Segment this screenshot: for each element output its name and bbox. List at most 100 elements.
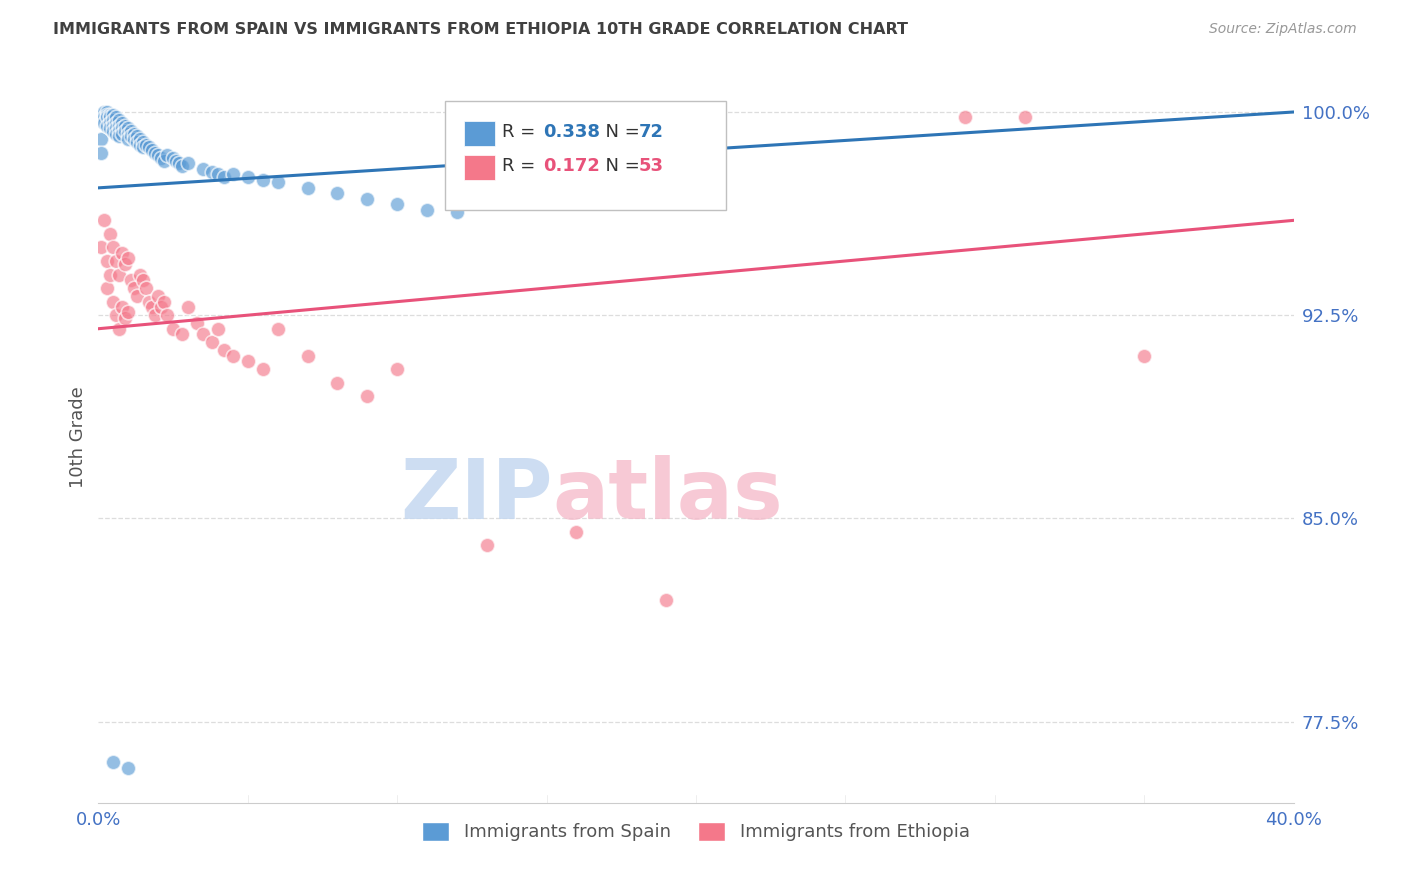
Point: [143, 308, 166, 322]
Point: [129, 132, 152, 146]
Point: [90, 240, 112, 254]
Point: [108, 113, 131, 128]
Point: [212, 343, 235, 358]
Point: [93, 213, 115, 227]
Point: [105, 127, 128, 141]
Point: [111, 245, 134, 260]
Point: [297, 349, 319, 363]
FancyBboxPatch shape: [464, 155, 495, 180]
Point: [103, 108, 125, 122]
Point: [222, 349, 245, 363]
Text: 53: 53: [638, 158, 664, 176]
Point: [162, 322, 184, 336]
Point: [127, 135, 149, 149]
Point: [143, 145, 166, 160]
Point: [156, 308, 179, 322]
Point: [98, 227, 122, 241]
Point: [129, 268, 152, 282]
Point: [120, 273, 142, 287]
Point: [114, 124, 136, 138]
Point: [132, 140, 155, 154]
Point: [114, 310, 136, 325]
Point: [148, 289, 170, 303]
Point: [96, 254, 118, 268]
Point: [172, 327, 194, 342]
Point: [153, 294, 176, 309]
Point: [96, 105, 118, 120]
Text: N =: N =: [595, 158, 645, 176]
Point: [138, 294, 160, 309]
Point: [98, 268, 122, 282]
Point: [117, 761, 139, 775]
Text: N =: N =: [595, 123, 645, 141]
Point: [124, 281, 146, 295]
Point: [103, 240, 125, 254]
Point: [96, 281, 118, 295]
Point: [135, 137, 157, 152]
Point: [385, 362, 409, 376]
Point: [132, 135, 155, 149]
Point: [103, 755, 125, 769]
Point: [105, 121, 128, 136]
Point: [103, 119, 125, 133]
Point: [93, 111, 115, 125]
Point: [117, 121, 139, 136]
Point: [167, 156, 190, 170]
Point: [127, 289, 149, 303]
Point: [108, 124, 131, 138]
Point: [96, 119, 118, 133]
Point: [356, 389, 378, 403]
Point: [326, 376, 349, 390]
Text: R =: R =: [502, 123, 541, 141]
Point: [124, 127, 146, 141]
Point: [108, 129, 131, 144]
Point: [98, 116, 122, 130]
Point: [138, 140, 160, 154]
Point: [655, 592, 678, 607]
FancyBboxPatch shape: [446, 101, 725, 211]
Point: [98, 111, 122, 125]
Point: [108, 268, 131, 282]
Point: [108, 322, 131, 336]
Point: [96, 111, 118, 125]
Point: [132, 273, 155, 287]
Point: [186, 316, 208, 330]
Point: [105, 116, 128, 130]
Point: [162, 151, 184, 165]
Point: [108, 119, 131, 133]
Point: [356, 192, 378, 206]
Point: [148, 148, 170, 162]
Point: [252, 362, 274, 376]
Point: [120, 129, 142, 144]
Point: [105, 254, 128, 268]
Point: [117, 132, 139, 146]
Point: [201, 164, 224, 178]
Point: [150, 300, 173, 314]
Point: [90, 132, 112, 146]
Point: [135, 281, 157, 295]
Point: [93, 105, 115, 120]
Point: [98, 108, 122, 122]
Point: [96, 108, 118, 122]
Point: [326, 186, 349, 201]
Point: [120, 124, 142, 138]
Point: [385, 197, 409, 211]
Point: [191, 327, 214, 342]
Legend: Immigrants from Spain, Immigrants from Ethiopia: Immigrants from Spain, Immigrants from E…: [415, 814, 977, 848]
Point: [124, 132, 146, 146]
Point: [156, 148, 179, 162]
Point: [201, 335, 224, 350]
Point: [93, 116, 115, 130]
Point: [98, 121, 122, 136]
Text: Source: ZipAtlas.com: Source: ZipAtlas.com: [1209, 22, 1357, 37]
FancyBboxPatch shape: [464, 121, 495, 146]
Point: [177, 156, 200, 170]
Y-axis label: 10th Grade: 10th Grade: [69, 386, 87, 488]
Point: [117, 305, 139, 319]
Point: [177, 300, 200, 314]
Point: [105, 111, 128, 125]
Point: [117, 252, 139, 266]
Point: [222, 167, 245, 181]
Point: [191, 161, 214, 176]
Point: [236, 354, 259, 368]
